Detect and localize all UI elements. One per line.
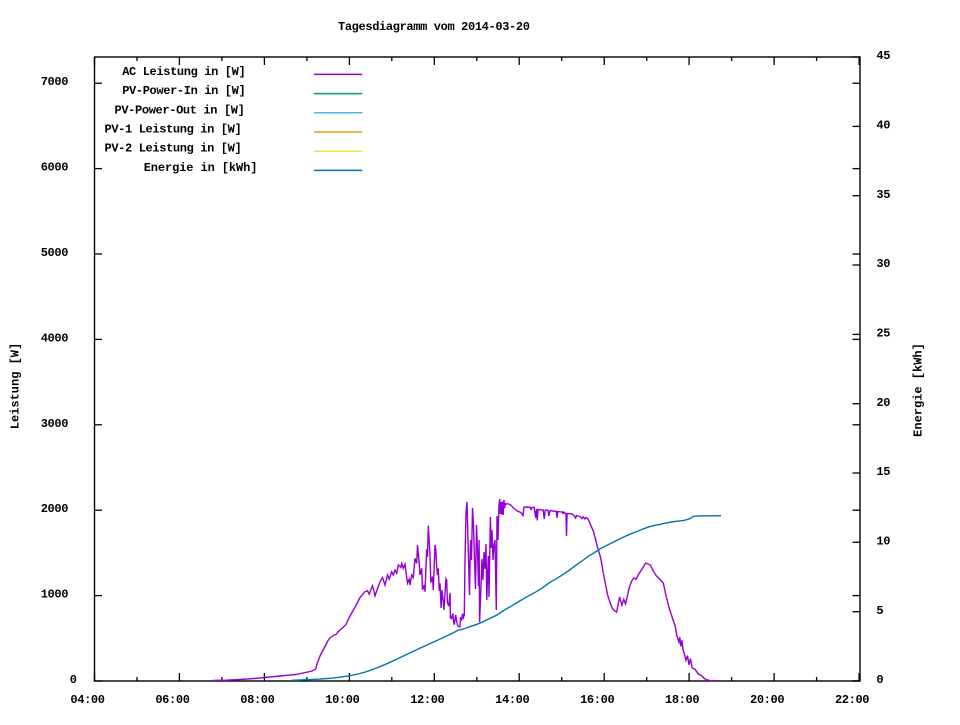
svg-text:Energie [kWh]: Energie [kWh] [912,343,926,437]
svg-text:12:00: 12:00 [410,693,444,707]
svg-text:2000: 2000 [41,502,69,516]
svg-text:15: 15 [876,465,890,479]
svg-text:10: 10 [876,535,890,549]
svg-text:18:00: 18:00 [665,693,699,707]
svg-text:45: 45 [876,49,890,63]
svg-text:PV-1 Leistung in [W]: PV-1 Leistung in [W] [105,123,242,137]
svg-text:30: 30 [876,257,890,271]
svg-text:PV-Power-Out in [W]: PV-Power-Out in [W] [115,103,245,117]
svg-text:6000: 6000 [41,161,69,175]
svg-text:16:00: 16:00 [580,693,614,707]
svg-text:4000: 4000 [41,331,69,345]
svg-text:7000: 7000 [41,75,69,89]
svg-text:1000: 1000 [41,588,69,602]
svg-text:0: 0 [876,673,883,687]
svg-text:10:00: 10:00 [325,693,359,707]
svg-text:PV-Power-In in [W]: PV-Power-In in [W] [122,84,245,98]
svg-text:Tagesdiagramm vom 2014-03-20: Tagesdiagramm vom 2014-03-20 [338,20,530,34]
svg-text:PV-2 Leistung in [W]: PV-2 Leistung in [W] [105,142,242,156]
svg-text:06:00: 06:00 [155,693,189,707]
svg-text:22:00: 22:00 [835,693,869,707]
svg-text:Energie in [kWh]: Energie in [kWh] [144,161,258,175]
svg-text:14:00: 14:00 [495,693,529,707]
svg-text:AC Leistung in [W]: AC Leistung in [W] [122,65,245,79]
svg-text:5000: 5000 [41,246,69,260]
svg-text:5: 5 [876,604,883,618]
svg-text:3000: 3000 [41,417,69,431]
svg-text:40: 40 [876,119,890,133]
svg-text:0: 0 [70,673,77,687]
svg-text:35: 35 [876,188,890,202]
svg-text:08:00: 08:00 [240,693,274,707]
svg-text:Leistung [W]: Leistung [W] [9,343,23,429]
svg-text:20: 20 [876,396,890,410]
svg-text:04:00: 04:00 [70,693,104,707]
svg-text:25: 25 [876,327,890,341]
svg-text:20:00: 20:00 [750,693,784,707]
